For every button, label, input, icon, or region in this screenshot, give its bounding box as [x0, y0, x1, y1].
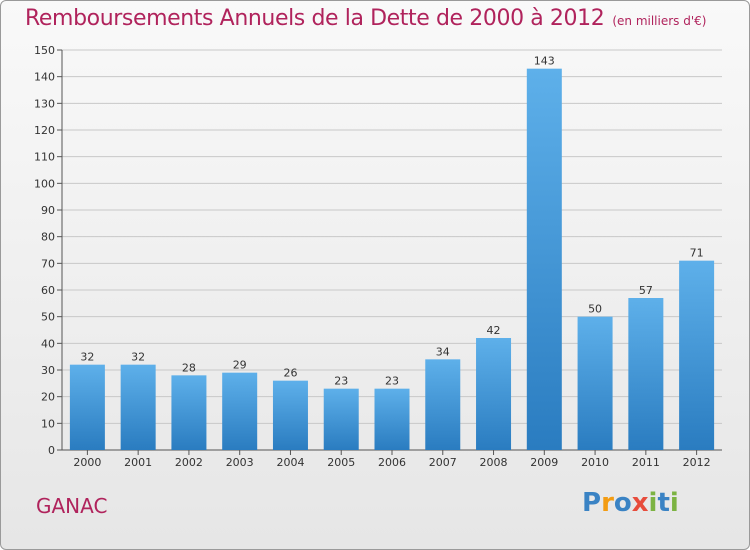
bar	[374, 388, 410, 450]
bar	[628, 298, 664, 450]
x-tick-label: 2003	[226, 456, 254, 469]
x-tick-label: 2008	[480, 456, 508, 469]
data-label: 71	[690, 247, 704, 260]
x-tick-label: 2011	[632, 456, 660, 469]
bars	[69, 68, 715, 451]
y-tick-label: 70	[41, 257, 55, 270]
y-tick-label: 90	[41, 204, 55, 217]
data-label: 28	[182, 361, 196, 374]
chart-title: Remboursements Annuels de la Dette de 20…	[25, 6, 706, 31]
bar	[425, 359, 461, 450]
y-tick-label: 150	[34, 44, 55, 57]
x-tick-label: 2007	[429, 456, 457, 469]
bar	[679, 260, 715, 450]
bar	[272, 380, 308, 450]
y-tick-label: 0	[48, 444, 55, 457]
y-tick-label: 60	[41, 284, 55, 297]
data-label: 23	[385, 375, 399, 388]
data-labels: 32 32 28 29 26 23 23 34 42 143 50 57 71	[80, 55, 703, 388]
data-label: 29	[233, 359, 247, 372]
y-tick-label: 130	[34, 97, 55, 110]
chart-title-text: Remboursements Annuels de la Dette de 20…	[25, 6, 605, 31]
y-tick-label: 80	[41, 231, 55, 244]
bar	[171, 375, 207, 450]
bar	[120, 364, 156, 450]
logo-letter: i	[669, 488, 679, 518]
y-tick-label: 20	[41, 391, 55, 404]
logo-letter: i	[648, 488, 658, 518]
data-label: 34	[436, 345, 450, 358]
bar	[69, 364, 105, 450]
y-tick-label: 140	[34, 71, 55, 84]
bar	[526, 68, 562, 451]
proxiti-logo: Proxiti	[582, 488, 679, 518]
bar	[323, 388, 359, 450]
x-tick-label: 2009	[530, 456, 558, 469]
x-tick-label: 2004	[276, 456, 304, 469]
y-tick-label: 110	[34, 151, 55, 164]
y-tick-label: 100	[34, 177, 55, 190]
data-label: 32	[131, 351, 145, 364]
data-label: 50	[588, 303, 602, 316]
data-label: 23	[334, 375, 348, 388]
data-label: 32	[80, 351, 94, 364]
y-tick-labels: 0 10 20 30 40 50 60 70 80 90 100 110 120 130 140 150	[34, 44, 55, 457]
x-tick-label: 2012	[683, 456, 711, 469]
x-tick-label: 2005	[327, 456, 355, 469]
logo-letter: o	[613, 488, 632, 518]
y-tick-label: 50	[41, 311, 55, 324]
x-tick-label: 2002	[175, 456, 203, 469]
x-tick-label: 2001	[124, 456, 152, 469]
chart-unit: (en milliers d'€)	[612, 14, 707, 28]
logo-letter: x	[631, 488, 649, 518]
data-label: 143	[534, 55, 555, 68]
logo-letter: P	[582, 488, 602, 518]
x-tick-label: 2006	[378, 456, 406, 469]
bar	[577, 316, 613, 450]
logo-letter: r	[601, 488, 614, 518]
x-tick-label: 2000	[73, 456, 101, 469]
bar	[222, 372, 258, 450]
commune-name: GANAC	[36, 494, 108, 518]
x-tick-labels: 2000 2001 2002 2003 2004 2005 2006 2007 2008 2009…	[73, 456, 710, 469]
data-label: 57	[639, 284, 653, 297]
data-label: 26	[283, 367, 297, 380]
data-label: 42	[487, 324, 501, 337]
y-tick-label: 30	[41, 364, 55, 377]
y-tick-label: 40	[41, 337, 55, 350]
bar	[476, 338, 512, 450]
y-tick-label: 10	[41, 417, 55, 430]
x-tick-label: 2010	[581, 456, 609, 469]
logo-letter: t	[657, 488, 670, 518]
y-tick-label: 120	[34, 124, 55, 137]
